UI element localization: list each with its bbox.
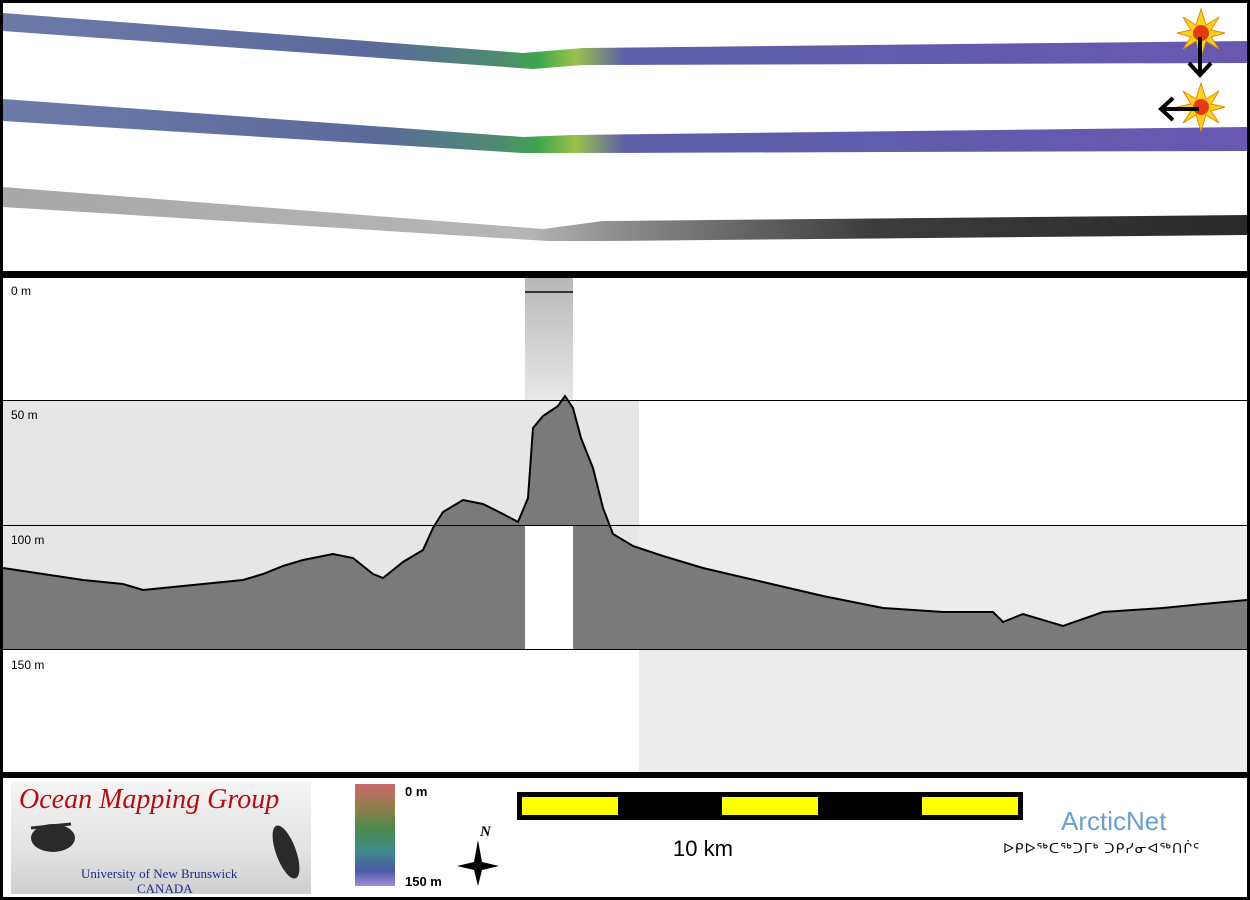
depth-gridline	[3, 525, 1247, 526]
scale-bar	[517, 792, 1023, 820]
north-arrow-icon: N	[457, 824, 499, 886]
arrow-left-icon	[1158, 96, 1199, 122]
depth-gridline	[3, 400, 1247, 401]
depth-colorbar	[355, 784, 395, 886]
seismic-profile-panel: 0 m 50 m 100 m 150 m	[3, 278, 1247, 772]
inuktitut-logo-text: ᐅᑭᐅᖅᑕᖅᑐᒥᒃ ᑐᑭᓯᓂᐊᖅᑎᒌᑦ	[1003, 840, 1201, 856]
logo-country: CANADA	[137, 881, 193, 894]
arrow-down-icon	[1187, 37, 1213, 78]
swath-panel	[3, 3, 1247, 271]
backscatter-track	[3, 187, 1247, 241]
depth-label-100: 100 m	[11, 533, 45, 547]
ocean-mapping-group-logo: Ocean Mapping Group University of New Br…	[11, 782, 311, 894]
depth-gridline	[3, 649, 1247, 650]
depth-label-150: 150 m	[11, 658, 45, 672]
swath-tracks-svg	[3, 7, 1247, 241]
arcticnet-logo-text: ArcticNet	[1061, 806, 1167, 836]
water-column-strip	[525, 278, 573, 401]
bathymetry-track-lower	[3, 99, 1247, 153]
north-label: N	[479, 824, 492, 840]
colorbar-top-label: 0 m	[405, 784, 428, 799]
sonar-image-icon	[30, 822, 300, 879]
data-gap	[525, 526, 573, 650]
seabed-profile	[3, 396, 1247, 650]
footer-panel: Ocean Mapping Group University of New Br…	[3, 778, 1247, 897]
depth-label-50: 50 m	[11, 408, 38, 422]
depth-label-0: 0 m	[11, 284, 32, 298]
colorbar-bottom-label: 150 m	[405, 874, 442, 889]
logo-title: Ocean Mapping Group	[19, 784, 280, 815]
bathymetry-track-upper	[3, 13, 1247, 69]
logo-university: University of New Brunswick	[81, 866, 238, 881]
scale-label: 10 km	[673, 836, 733, 861]
